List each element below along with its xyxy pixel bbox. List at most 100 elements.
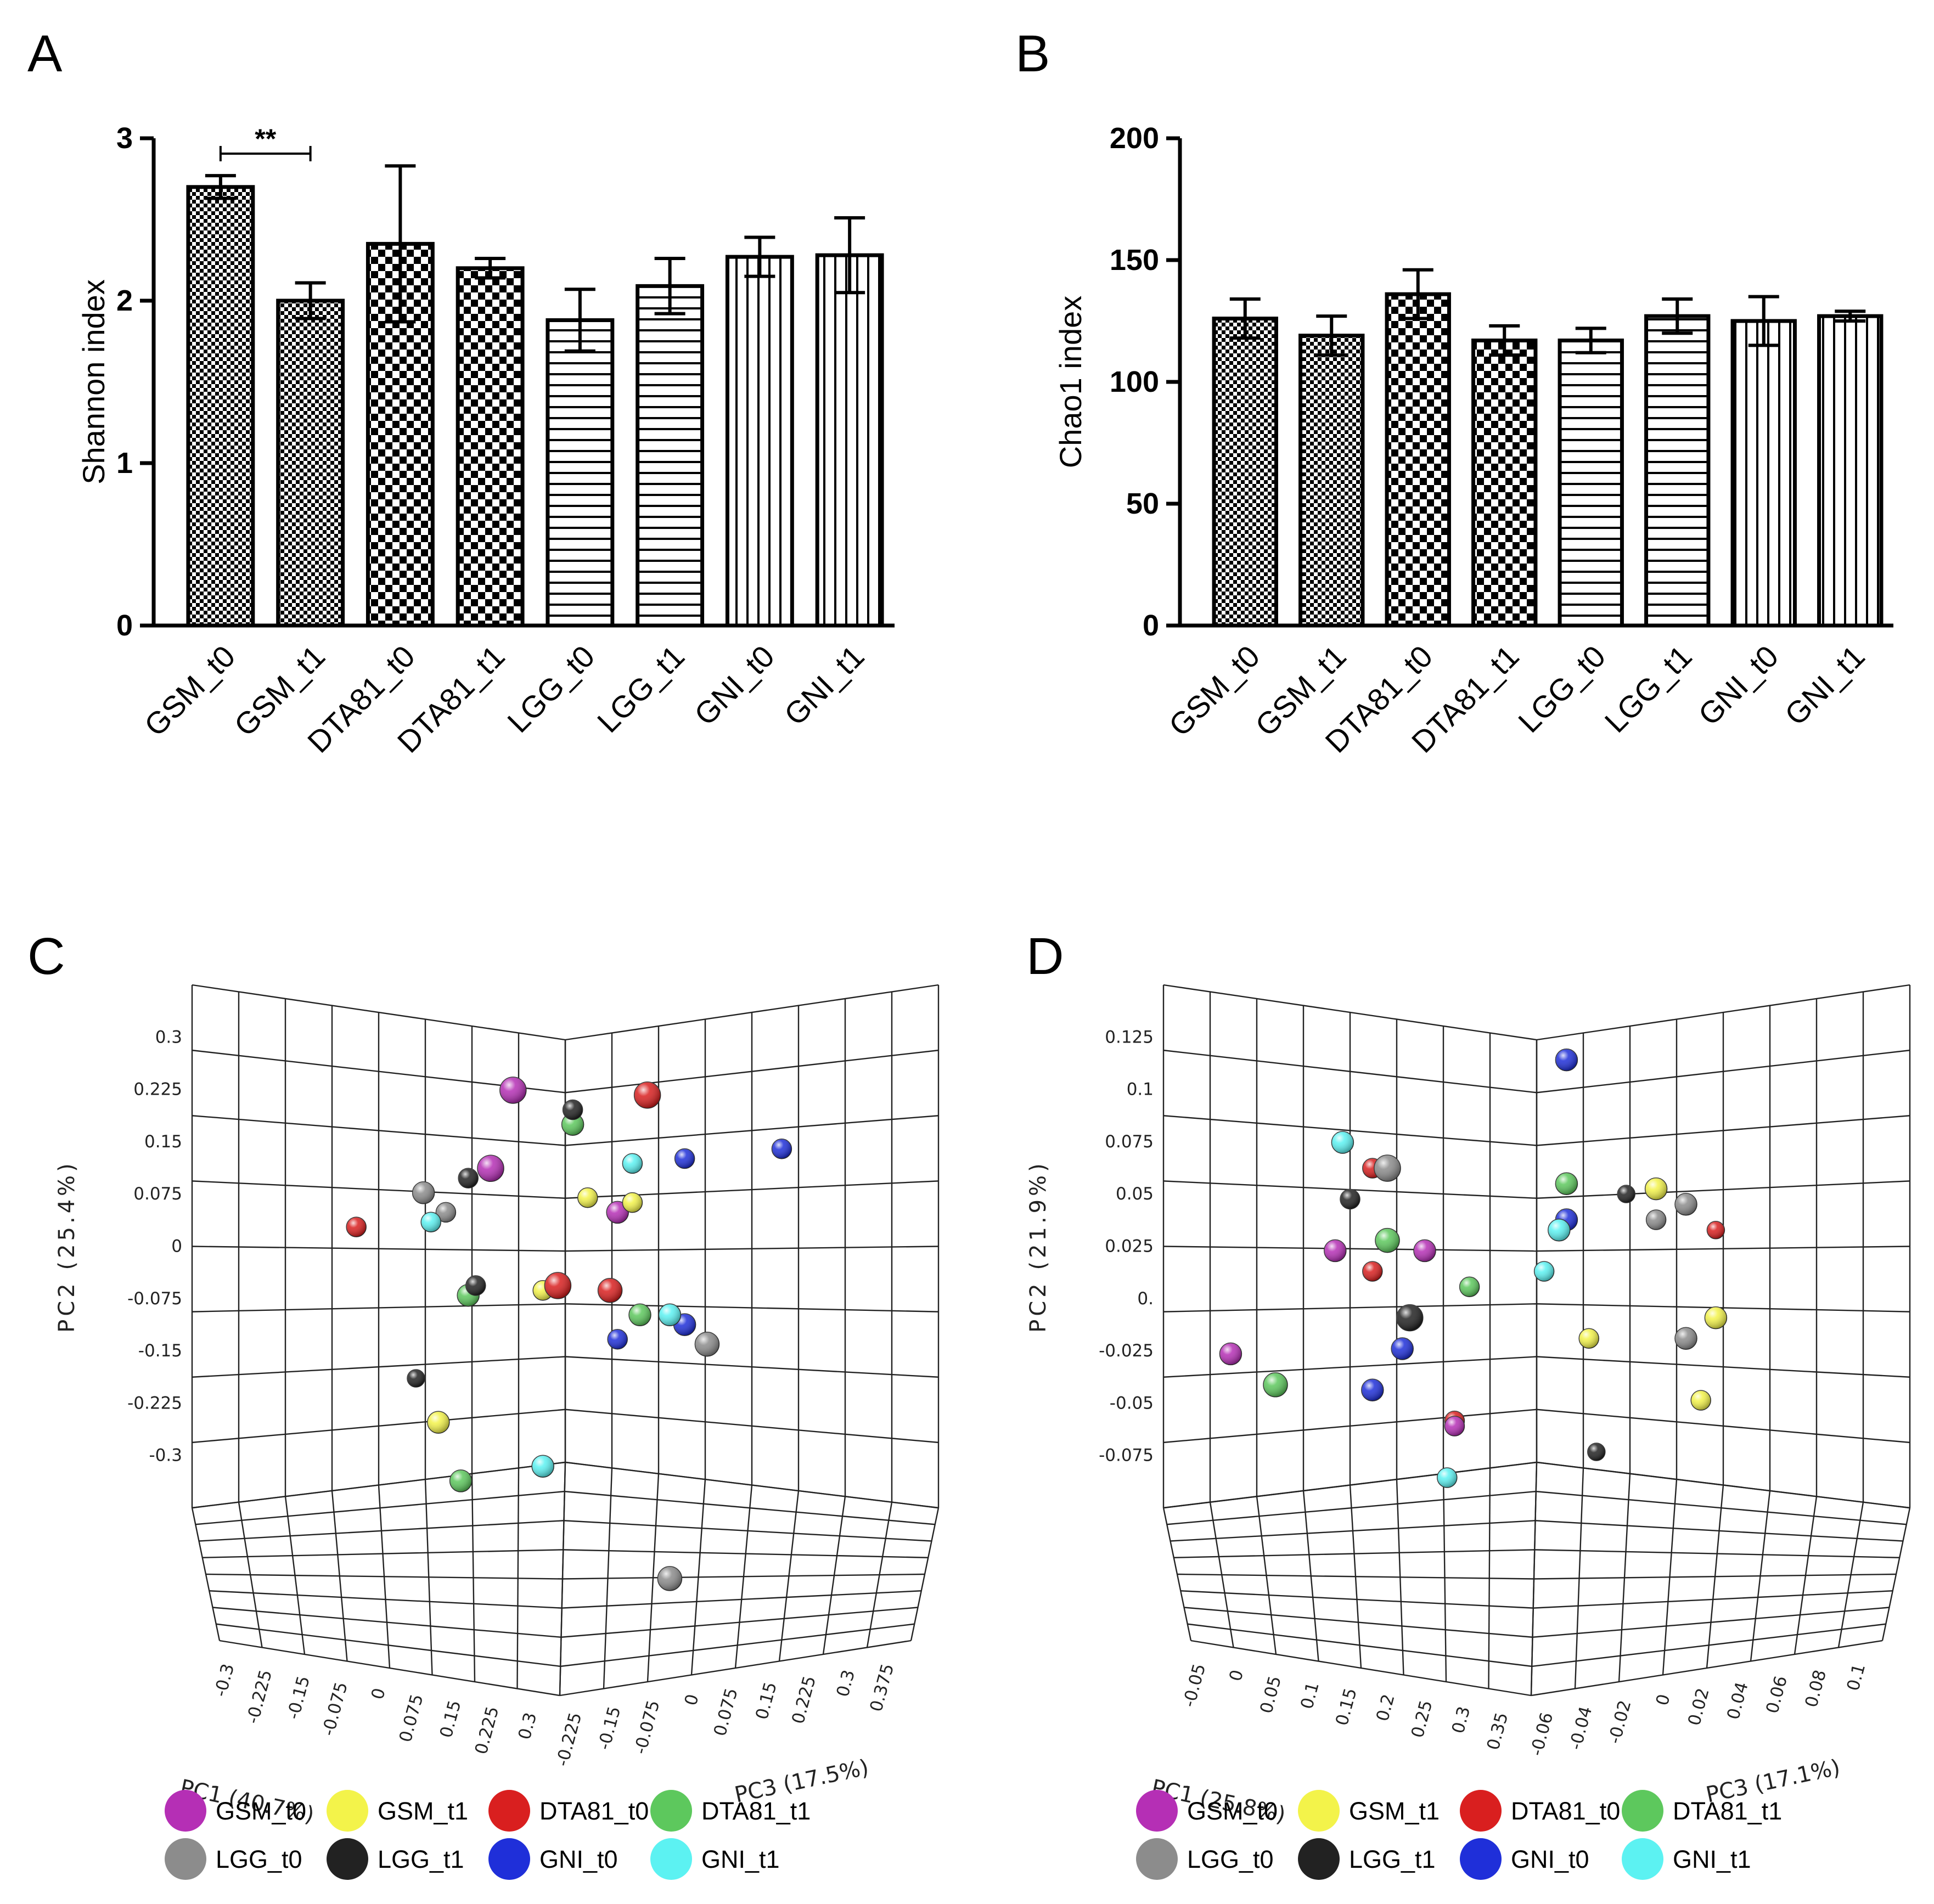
point-LGG_t0 (1674, 1327, 1697, 1350)
point-highlight (1675, 1193, 1697, 1215)
x-tick-label: GNI_t0 (688, 639, 781, 732)
bar-GSM_t0 (1212, 317, 1278, 628)
point-highlight (532, 1455, 554, 1478)
pc2-tick-label: 0 (171, 1237, 182, 1257)
floor-grid-line (910, 1507, 940, 1641)
legend-c: GSM_t0 GSM_t1 DTA81_t0 DTA81_t1 LGG_t0 LGG_t1… (165, 1790, 811, 1880)
x-tick-label: LGG_t1 (1598, 639, 1699, 739)
point-GNI_t1 (658, 1303, 682, 1327)
pc3-tick-label: 0.06 (1762, 1674, 1791, 1716)
legend-label: GSM_t1 (378, 1797, 468, 1825)
point-LGG_t1 (458, 1168, 479, 1188)
floor-grid-line (1533, 1573, 1897, 1580)
point-highlight (1263, 1372, 1288, 1397)
point-DTA81_t1 (1555, 1172, 1578, 1195)
point-DTA81_t1 (628, 1303, 651, 1327)
pc1-tick-label: -0.075 (318, 1680, 352, 1738)
pc1-tick-label: 0.1 (1297, 1680, 1323, 1711)
point-highlight (606, 1201, 629, 1224)
bar-GSM_t1 (1298, 334, 1365, 628)
point-DTA81_t0 (1706, 1221, 1725, 1240)
floor-grid-line (562, 1573, 925, 1580)
pc3-tick-label: 0 (1652, 1692, 1674, 1708)
legend-item-GSM_t0: GSM_t0 (165, 1790, 306, 1832)
point-LGG_t0 (1645, 1209, 1667, 1230)
point-GSM_t1 (1704, 1306, 1728, 1330)
pc2-tick-label: 0.05 (1116, 1184, 1154, 1204)
floor-grid-line (1488, 1468, 1491, 1689)
pc3-tick-label: 0.075 (710, 1686, 742, 1738)
grid-line (1536, 1409, 1910, 1444)
pc2-tick-label: 0.3 (155, 1027, 182, 1047)
pc2-tick-label: 0.1 (1127, 1080, 1154, 1100)
point-GNI_t1 (1437, 1467, 1458, 1488)
point-highlight (1691, 1390, 1711, 1410)
point-highlight (407, 1370, 425, 1387)
legend-swatch (650, 1790, 692, 1832)
legend-item-LGG_t1: LGG_t1 (327, 1838, 464, 1880)
legend-item-DTA81_t0: DTA81_t0 (488, 1790, 649, 1832)
grid-line (1163, 1303, 1537, 1312)
point-highlight (1579, 1328, 1599, 1349)
point-highlight (346, 1217, 367, 1237)
pc1-tick-label: 0 (1225, 1668, 1247, 1683)
legend-label: GNI_t0 (1511, 1845, 1589, 1873)
pc1-tick-label: -0.3 (211, 1661, 238, 1699)
point-highlight (1675, 1327, 1697, 1350)
y-tick-label: 100 (1110, 365, 1159, 398)
point-GSM_t1 (1690, 1390, 1711, 1411)
point-DTA81_t0 (1362, 1261, 1383, 1282)
point-highlight (1459, 1277, 1480, 1297)
grid-line (1163, 1461, 1537, 1509)
point-highlight (622, 1153, 643, 1174)
pc1-tick-label: -0.05 (1179, 1661, 1210, 1709)
grid-line (192, 1246, 566, 1252)
point-LGG_t1 (1617, 1185, 1635, 1203)
point-GSM_t1 (1644, 1177, 1668, 1201)
pc3-tick-label: -0.06 (1527, 1710, 1558, 1758)
point-highlight (1646, 1210, 1666, 1230)
legend-label: GSM_t0 (216, 1797, 306, 1825)
pc1-tick-label: 0.225 (471, 1704, 503, 1756)
legend-swatch (327, 1838, 368, 1880)
point-GSM_t1 (622, 1192, 643, 1213)
pc2-tick-label: -0.225 (127, 1393, 182, 1413)
point-GSM_t1 (1578, 1328, 1599, 1349)
floor-grid-line (1177, 1573, 1534, 1580)
point-highlight (659, 1304, 681, 1326)
point-highlight (449, 1469, 472, 1492)
point-highlight (1437, 1468, 1457, 1488)
point-highlight (634, 1081, 661, 1108)
point-GNI_t0 (674, 1148, 695, 1169)
pc2-tick-label: 0.075 (1105, 1132, 1154, 1152)
pc1-tick-label: -0.15 (283, 1674, 314, 1722)
point-GSM_t0 (1324, 1239, 1347, 1263)
legend-item-LGG_t1: LGG_t1 (1298, 1838, 1436, 1880)
significance-label: ** (255, 123, 276, 154)
legend-label: LGG_t0 (1187, 1845, 1274, 1873)
point-DTA81_t1 (1375, 1227, 1400, 1253)
point-highlight (1391, 1338, 1414, 1360)
point-highlight (1444, 1416, 1465, 1436)
legend-item-GSM_t0: GSM_t0 (1136, 1790, 1278, 1832)
legend-item-DTA81_t1: DTA81_t1 (650, 1790, 811, 1832)
point-GSM_t1 (427, 1411, 450, 1434)
legend-swatch (1136, 1838, 1178, 1880)
floor-grid-line (1442, 1473, 1447, 1682)
grid-line (565, 1303, 939, 1312)
legend-label: LGG_t1 (1349, 1845, 1436, 1873)
point-LGG_t0 (657, 1566, 683, 1591)
pc1-tick-label: 0.2 (1373, 1692, 1399, 1723)
legend-label: GNI_t1 (701, 1845, 780, 1873)
pc2-tick-label: 0. (1137, 1289, 1154, 1309)
x-tick-label: GNI_t1 (1778, 639, 1871, 732)
pc3-tick-label: -0.075 (631, 1698, 664, 1756)
pc3-tick-label: 0 (681, 1692, 703, 1708)
legend-item-GNI_t1: GNI_t1 (1622, 1838, 1751, 1880)
legend-item-GSM_t1: GSM_t1 (327, 1790, 468, 1832)
pc3-tick-label: 0.375 (866, 1661, 898, 1714)
point-highlight (477, 1155, 504, 1182)
grid-line (1163, 1409, 1537, 1444)
legend-swatch (165, 1838, 206, 1880)
